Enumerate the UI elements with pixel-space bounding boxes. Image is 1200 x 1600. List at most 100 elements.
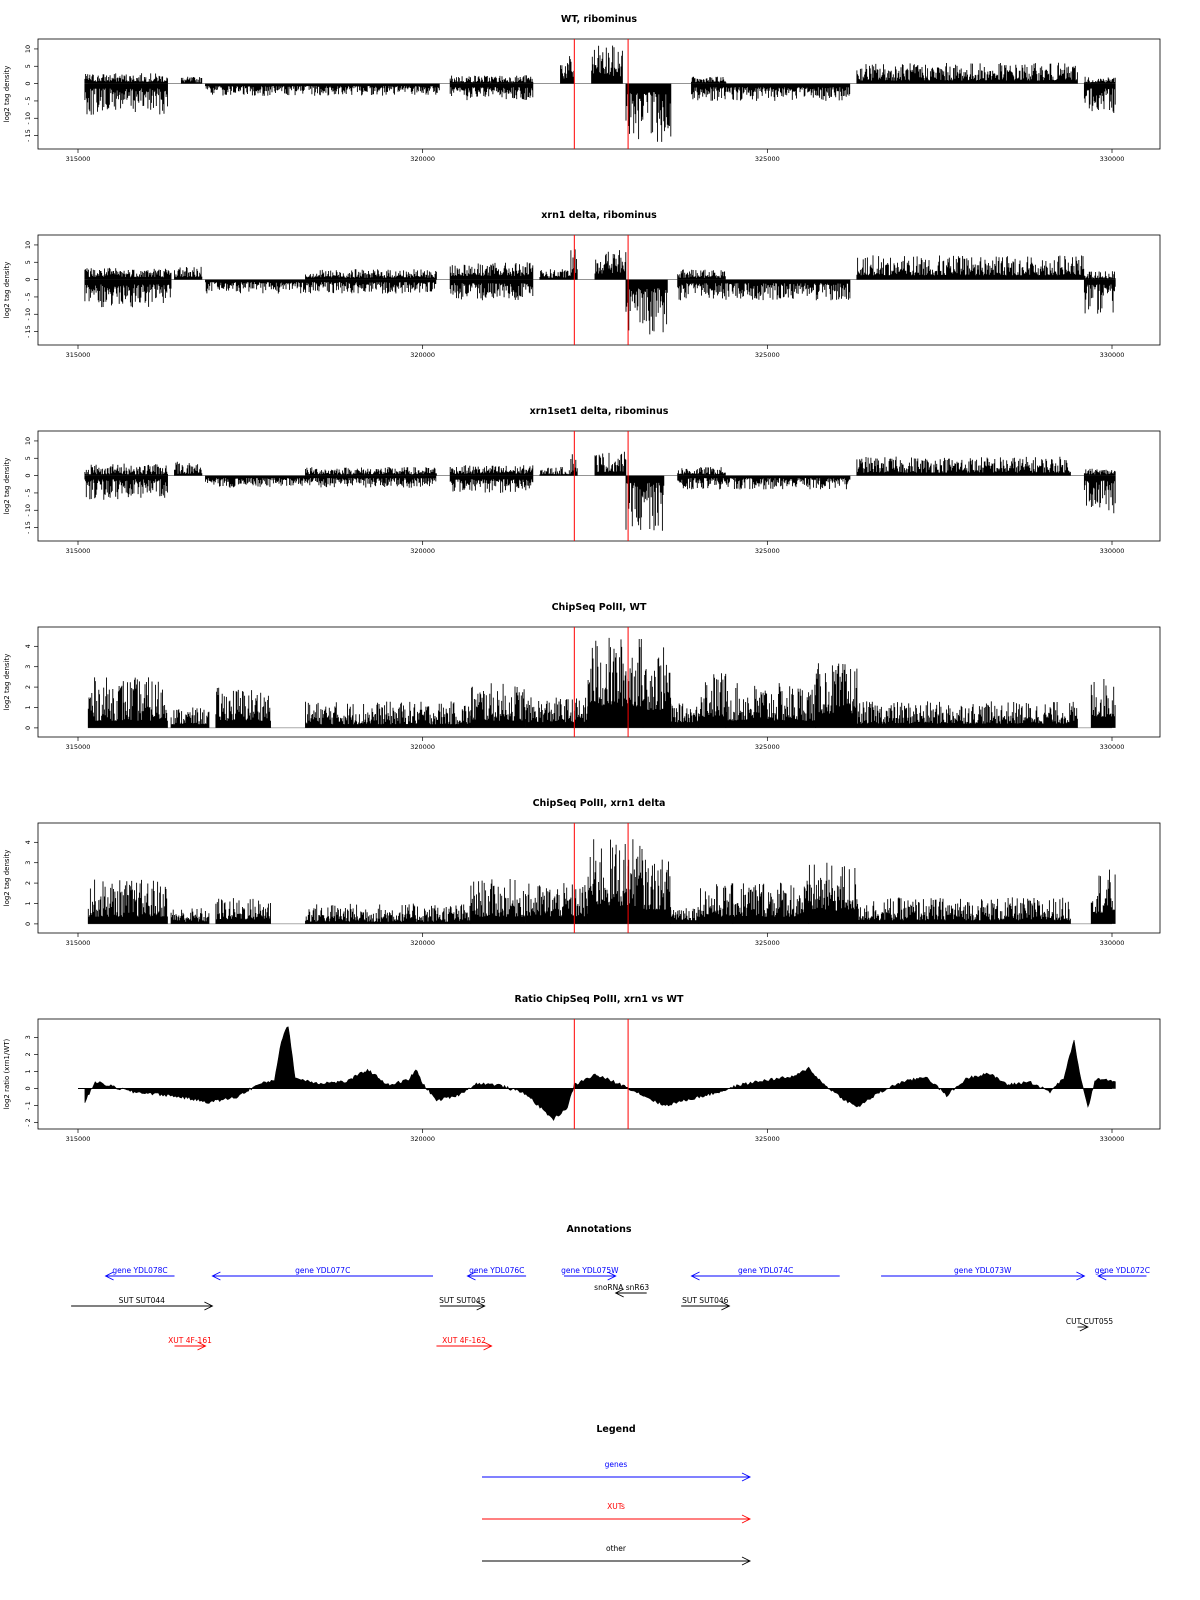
y-tick-label: 10 (24, 45, 32, 53)
y-axis-label: log2 ratio (xrn1/WT) (3, 1038, 11, 1109)
x-tick-label: 315000 (66, 547, 91, 555)
feature-label: XUT 4F-162 (442, 1336, 486, 1345)
bar-cluster (594, 250, 627, 280)
annotation-feature: SUT SUT044 (71, 1296, 214, 1311)
bar-segment (587, 839, 644, 924)
y-tick-label: 0 (24, 726, 32, 730)
bar-series (84, 249, 1116, 335)
y-tick-label: 1 (24, 705, 32, 709)
bar-cluster (205, 83, 440, 96)
annotation-feature: SUT SUT046 (681, 1296, 731, 1311)
y-tick-label: - 10 (24, 308, 32, 321)
bar-cluster (625, 279, 668, 335)
bar-cluster (84, 73, 168, 84)
bar-cluster (560, 56, 575, 84)
bar-cluster (1083, 76, 1116, 84)
feature-arrow (563, 1271, 617, 1281)
y-tick-label: - 15 (24, 325, 32, 338)
bar-segment (305, 467, 437, 476)
bar-cluster (642, 859, 672, 924)
bar-cluster (84, 279, 172, 308)
x-tick-label: 320000 (410, 939, 435, 947)
bar-segment (594, 250, 627, 280)
ratio-area (84, 1026, 1116, 1122)
annotation-feature: gene YDL077C (211, 1266, 434, 1281)
bar-cluster (856, 62, 1078, 84)
feature-label: gene YDL076C (469, 1266, 524, 1275)
feature-arrow (104, 1271, 175, 1281)
bar-cluster (449, 75, 534, 84)
bar-cluster (470, 683, 526, 728)
plot-frame (37, 626, 1161, 738)
bar-cluster (174, 266, 203, 280)
bar-segment (625, 475, 665, 531)
bar-cluster (697, 673, 727, 728)
x-tick-label: 325000 (755, 351, 780, 359)
bar-cluster (215, 898, 271, 924)
x-tick-label: 315000 (66, 155, 91, 163)
panel-p4: ChipSeq PolII, WT log2 tag density 0 1 2 3 4 31… (3, 602, 1161, 751)
plot-frame (37, 1018, 1161, 1130)
bar-cluster (856, 456, 1071, 476)
bar-segment (642, 647, 672, 728)
annotations-panel: Annotations gene YDL078C gene YDL077C gene … (71, 1224, 1150, 1351)
bar-cluster (587, 839, 644, 924)
y-tick-label: - 2 (24, 1118, 32, 1127)
bar-cluster (305, 269, 437, 280)
bar-cluster (449, 475, 534, 493)
y-tick-label: 4 (24, 840, 32, 844)
y-axis-label: log2 tag density (3, 262, 11, 319)
bar-cluster (697, 883, 734, 924)
bar-segment (670, 703, 699, 728)
x-tick-label: 330000 (1100, 743, 1125, 751)
feature-label: gene YDL075W (561, 1266, 619, 1275)
bar-segment (1090, 869, 1116, 924)
bar-segment (84, 279, 172, 308)
bar-cluster (470, 879, 526, 924)
panel-title: xrn1 delta, ribominus (541, 210, 657, 221)
x-tick-label: 325000 (755, 547, 780, 555)
legend-label: genes (605, 1460, 628, 1469)
annotation-feature: gene YDL074C (690, 1266, 840, 1281)
feature-arrow (881, 1271, 1086, 1281)
y-axis-label: log2 tag density (3, 654, 11, 711)
legend-entry-XUTs: XUTs (482, 1502, 752, 1524)
bar-segment (697, 673, 727, 728)
y-axis-label: log2 tag density (3, 66, 11, 123)
y-tick-label: 0 (24, 1086, 32, 1090)
x-tick-label: 325000 (755, 1135, 780, 1143)
y-tick-label: 2 (24, 881, 32, 885)
y-tick-label: 0 (24, 82, 32, 86)
panel-p6: Ratio ChipSeq PolII, xrn1 vs WT log2 rati… (3, 994, 1161, 1143)
bar-segment (691, 76, 727, 84)
x-tick-label: 330000 (1100, 351, 1125, 359)
panel-p3: xrn1set1 delta, ribominus log2 tag densit… (3, 406, 1161, 555)
bar-cluster (449, 465, 534, 476)
annotation-feature: XUT 4F-161 (168, 1336, 212, 1351)
bar-segment (180, 76, 203, 84)
x-tick-label: 320000 (410, 547, 435, 555)
bar-segment (449, 75, 534, 84)
bar-segment (1083, 83, 1116, 113)
bar-segment (174, 461, 203, 476)
feature-label: CUT CUT055 (1066, 1317, 1114, 1326)
bar-segment (560, 56, 575, 84)
bar-segment (856, 897, 1071, 924)
x-tick-label: 320000 (410, 743, 435, 751)
legend-panel: Legend genes XUTs other (482, 1424, 752, 1566)
bar-segment (87, 879, 168, 924)
bar-segment (725, 683, 817, 728)
feature-arrow (436, 1341, 493, 1351)
bar-segment (856, 456, 1071, 476)
bar-segment (84, 73, 168, 84)
x-tick-label: 315000 (66, 743, 91, 751)
plot-frame (37, 234, 1161, 346)
x-tick-label: 325000 (755, 743, 780, 751)
feature-arrow (466, 1271, 527, 1281)
bar-cluster (1090, 869, 1116, 924)
panel-p5: ChipSeq PolII, xrn1 delta log2 tag densit… (3, 798, 1161, 947)
panel-title: WT, ribominus (561, 14, 637, 25)
bar-cluster (205, 279, 437, 294)
